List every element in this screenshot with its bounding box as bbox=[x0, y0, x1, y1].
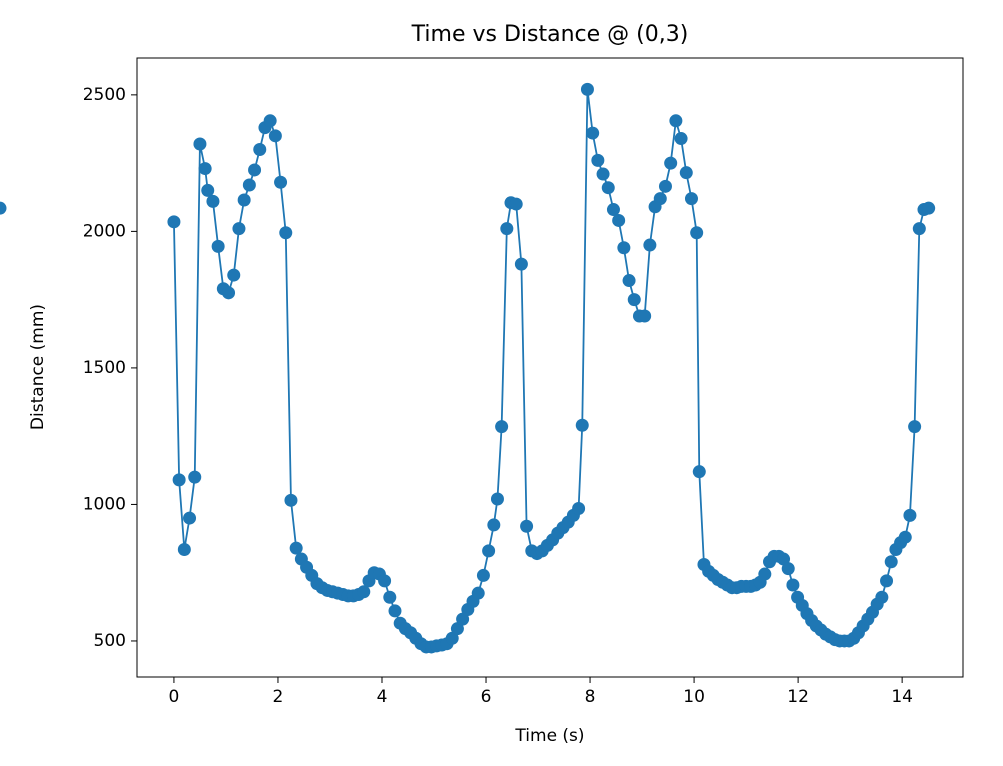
data-point bbox=[575, 418, 589, 432]
data-point bbox=[684, 192, 698, 206]
data-point bbox=[612, 213, 626, 227]
y-tick-label: 1500 bbox=[83, 358, 126, 378]
data-line bbox=[173, 89, 929, 648]
data-point bbox=[206, 194, 220, 208]
data-point bbox=[758, 567, 772, 581]
data-point bbox=[617, 241, 631, 255]
data-point bbox=[596, 167, 610, 181]
data-point bbox=[456, 612, 470, 626]
data-point bbox=[227, 268, 241, 282]
data-point bbox=[669, 114, 683, 128]
data-point bbox=[378, 574, 392, 588]
data-point bbox=[274, 175, 288, 189]
data-point bbox=[495, 420, 509, 434]
data-point bbox=[222, 286, 236, 300]
x-tick-label: 12 bbox=[787, 687, 809, 707]
data-point bbox=[674, 132, 688, 146]
data-point bbox=[201, 183, 215, 197]
data-point bbox=[898, 530, 912, 544]
data-point bbox=[586, 126, 600, 140]
data-point bbox=[903, 508, 917, 522]
data-point bbox=[653, 192, 667, 206]
data-point bbox=[490, 492, 504, 506]
data-point bbox=[248, 163, 262, 177]
x-tick-label: 8 bbox=[585, 687, 596, 707]
x-tick-label: 14 bbox=[891, 687, 913, 707]
data-point bbox=[622, 274, 636, 288]
data-point bbox=[237, 193, 251, 207]
data-point bbox=[482, 544, 496, 558]
data-point bbox=[601, 181, 615, 195]
data-point bbox=[383, 590, 397, 604]
data-point bbox=[357, 585, 371, 599]
data-point bbox=[471, 586, 485, 600]
data-point bbox=[690, 226, 704, 240]
data-point bbox=[0, 201, 7, 215]
data-point bbox=[268, 129, 282, 143]
data-point bbox=[880, 574, 894, 588]
plot-frame bbox=[136, 57, 964, 678]
y-tick-label: 500 bbox=[94, 631, 126, 651]
data-point bbox=[786, 578, 800, 592]
data-point bbox=[445, 631, 459, 645]
data-point bbox=[606, 203, 620, 217]
x-axis-label: Time (s) bbox=[514, 726, 584, 746]
data-point bbox=[177, 542, 191, 556]
data-point bbox=[487, 518, 501, 532]
data-point bbox=[643, 238, 657, 252]
data-point bbox=[664, 156, 678, 170]
y-axis-label: Distance (mm) bbox=[28, 304, 48, 430]
data-point bbox=[591, 153, 605, 167]
x-tick-label: 0 bbox=[169, 687, 180, 707]
data-point bbox=[875, 590, 889, 604]
data-point bbox=[388, 604, 402, 618]
data-point bbox=[193, 137, 207, 151]
y-tick-label: 2500 bbox=[83, 85, 126, 105]
data-point bbox=[476, 568, 490, 582]
data-point bbox=[572, 502, 586, 516]
x-tick-label: 4 bbox=[377, 687, 388, 707]
data-point bbox=[183, 511, 197, 525]
data-point bbox=[289, 541, 303, 555]
data-point bbox=[188, 470, 202, 484]
data-point bbox=[500, 222, 514, 236]
data-point bbox=[242, 178, 256, 192]
data-point bbox=[514, 257, 528, 271]
data-point bbox=[167, 215, 181, 229]
data-point bbox=[912, 222, 926, 236]
data-point bbox=[509, 197, 523, 211]
chart-title: Time vs Distance @ (0,3) bbox=[411, 22, 689, 47]
y-tick-label: 1000 bbox=[83, 494, 126, 514]
data-point bbox=[922, 201, 936, 215]
data-point bbox=[279, 226, 293, 240]
data-point bbox=[638, 309, 652, 323]
data-point bbox=[627, 293, 641, 307]
x-tick-label: 10 bbox=[683, 687, 705, 707]
data-point bbox=[520, 519, 534, 533]
data-point bbox=[263, 114, 277, 128]
data-point bbox=[884, 555, 898, 569]
data-point bbox=[450, 622, 464, 636]
data-point bbox=[172, 473, 186, 487]
data-point bbox=[908, 420, 922, 434]
data-point bbox=[658, 179, 672, 193]
data-point bbox=[679, 166, 693, 180]
data-point bbox=[692, 465, 706, 479]
data-point bbox=[781, 562, 795, 576]
data-point bbox=[211, 239, 225, 253]
data-point bbox=[253, 142, 267, 156]
x-tick-label: 2 bbox=[273, 687, 284, 707]
data-point bbox=[198, 162, 212, 176]
data-point bbox=[580, 82, 594, 96]
x-tick-label: 6 bbox=[481, 687, 492, 707]
y-tick-label: 2000 bbox=[83, 221, 126, 241]
data-point bbox=[232, 222, 246, 236]
data-point bbox=[284, 493, 298, 507]
